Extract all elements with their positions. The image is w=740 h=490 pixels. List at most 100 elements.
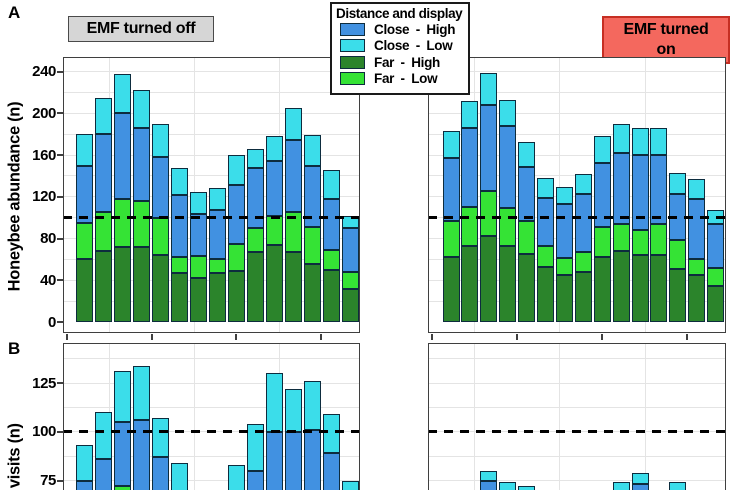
bar-segment-far_low — [669, 239, 687, 269]
bar-segment-far_high — [612, 251, 630, 323]
bar-segment-close_high — [688, 198, 706, 260]
bar-segment-far_low — [227, 243, 245, 271]
bar-segment-far_low — [631, 230, 649, 256]
bar-segment-far_low — [170, 257, 188, 273]
bar-segment-close_low — [94, 412, 112, 460]
bar-segment-far_low — [518, 220, 536, 255]
bar-segment-close_high — [189, 213, 207, 257]
bar-segment-far_high — [322, 269, 340, 323]
bar-segment-close_high — [132, 127, 150, 201]
legend-entry-close_high: Close - High — [340, 21, 468, 38]
legend-box: Distance and display Close - High Close -… — [330, 2, 470, 95]
bar-segment-far_low — [707, 267, 725, 286]
y-tick-mark — [57, 195, 63, 198]
bar-segment-close_high — [113, 113, 131, 199]
bar-segment-close_low — [499, 482, 517, 490]
gridline — [428, 154, 726, 156]
bar-segment-far_low — [480, 190, 498, 237]
legend-swatch-far_low — [340, 72, 365, 86]
bar-segment-close_low — [631, 127, 649, 156]
bar-segment-far_high — [688, 275, 706, 323]
y-tick-mark — [57, 237, 63, 240]
bar-segment-close_low — [518, 141, 536, 167]
y-tick-mark — [57, 382, 63, 385]
gridline — [63, 358, 360, 360]
bar-segment-far_low — [574, 252, 592, 272]
bar-segment-close_low — [303, 381, 321, 430]
plot-visits-emf-off — [63, 343, 360, 490]
bar-segment-close_low — [688, 179, 706, 199]
bar-segment-close_high — [341, 228, 359, 272]
panel-b-letter: B — [8, 339, 21, 358]
bar-segment-close_high — [284, 431, 302, 490]
bar-segment-close_low — [265, 373, 283, 432]
bar-segment-far_low — [189, 256, 207, 279]
bar-segment-close_low — [322, 414, 340, 454]
bar-segment-close_low — [132, 90, 150, 128]
bar-segment-far_low — [442, 220, 460, 258]
bar-segment-close_low — [612, 482, 630, 490]
bar-segment-far_low — [113, 198, 131, 247]
bar-segment-close_high — [246, 470, 264, 490]
legend-entry-far_low: Far - Low — [340, 71, 468, 88]
gridline — [428, 382, 726, 384]
gridline — [63, 480, 360, 482]
bar-segment-far_high — [593, 257, 611, 323]
bar-segment-close_high — [303, 429, 321, 490]
legend-label: Close - Low — [374, 38, 453, 54]
y-tick-label: 100 — [32, 423, 56, 441]
bar-segment-far_high — [537, 266, 554, 323]
bar-segment-far_high — [227, 270, 245, 323]
bar-segment-close_low — [537, 178, 554, 198]
plot-abundance-emf-off — [63, 57, 360, 333]
bar-segment-far_high — [518, 254, 536, 323]
bar-segment-close_low — [189, 191, 207, 214]
bar-segment-close_low — [631, 472, 649, 485]
bar-segment-far_low — [151, 217, 169, 256]
bar-segment-close_high — [537, 197, 554, 246]
bar-segment-far_high — [113, 246, 131, 323]
bar-segment-close_high — [518, 166, 536, 221]
y-tick-mark — [57, 279, 63, 282]
y-tick-mark — [57, 430, 63, 433]
bar-segment-close_low — [593, 136, 611, 164]
bar-segment-close_low — [151, 123, 169, 158]
y-tick-label: 120 — [32, 188, 56, 206]
bar-segment-close_low — [132, 365, 150, 421]
bar-segment-far_high — [132, 246, 150, 323]
bar-segment-close_high — [75, 480, 93, 490]
bar-segment-close_low — [612, 123, 630, 153]
bar-segment-close_high — [94, 134, 112, 213]
y-tick-label: 240 — [32, 63, 56, 81]
gridline — [63, 455, 360, 457]
bar-segment-far_high — [631, 255, 649, 323]
emf-off-title: EMF turned off — [68, 16, 214, 42]
bar-segment-close_high — [113, 422, 131, 487]
bar-segment-far_high — [208, 273, 226, 323]
bar-segment-far_low — [208, 259, 226, 273]
bar-segment-close_high — [707, 223, 725, 268]
bar-segment-close_high — [75, 165, 93, 223]
plot-abundance-emf-on — [428, 57, 726, 333]
panel-a-letter: A — [8, 3, 21, 22]
gridline — [63, 71, 360, 73]
x-tick-mark — [65, 334, 68, 340]
gridline — [63, 91, 360, 93]
legend-label: Far - Low — [374, 71, 438, 87]
bar-segment-far_low — [322, 250, 340, 270]
emf-on-title: EMF turned on — [602, 16, 730, 64]
bar-segment-close_high — [574, 193, 592, 253]
bar-segment-close_low — [246, 424, 264, 471]
bar-segment-far_low — [94, 212, 112, 252]
y-tick-label: 75 — [40, 472, 56, 490]
x-tick-mark — [601, 334, 604, 340]
bar-segment-close_low — [227, 155, 245, 186]
bar-segment-far_low — [537, 245, 554, 267]
bar-segment-close_low — [170, 167, 188, 195]
bar-segment-close_low — [341, 480, 359, 490]
bar-segment-close_high — [593, 163, 611, 228]
gridline — [63, 133, 360, 135]
bar-segment-close_low — [461, 100, 479, 128]
gridline — [63, 112, 360, 114]
bar-segment-close_high — [322, 453, 340, 490]
